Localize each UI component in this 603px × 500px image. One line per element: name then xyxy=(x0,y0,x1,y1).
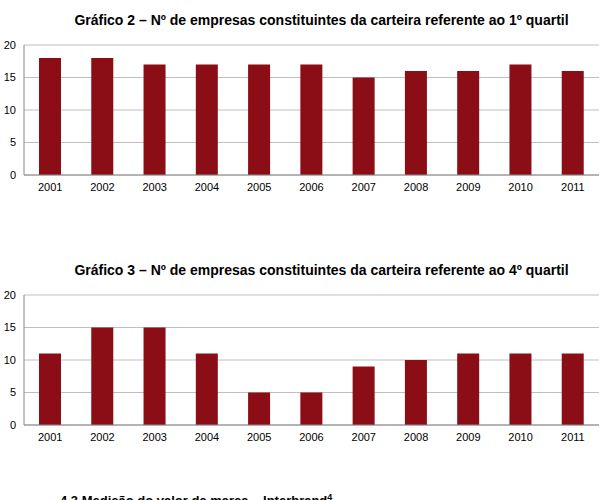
svg-text:2008: 2008 xyxy=(404,431,428,443)
svg-text:10: 10 xyxy=(8,104,16,116)
svg-text:0: 0 xyxy=(10,169,16,181)
svg-text:2006: 2006 xyxy=(299,431,323,443)
svg-text:5: 5 xyxy=(10,386,16,398)
svg-text:2004: 2004 xyxy=(195,181,219,193)
svg-text:2001: 2001 xyxy=(38,431,62,443)
svg-text:2011: 2011 xyxy=(561,431,585,443)
svg-text:2010: 2010 xyxy=(508,431,532,443)
svg-text:2008: 2008 xyxy=(404,181,428,193)
svg-text:2003: 2003 xyxy=(142,431,166,443)
svg-text:2009: 2009 xyxy=(456,431,480,443)
svg-text:10: 10 xyxy=(8,354,16,366)
svg-text:20: 20 xyxy=(8,39,16,51)
svg-text:2010: 2010 xyxy=(508,181,532,193)
svg-text:2011: 2011 xyxy=(561,181,585,193)
svg-text:2005: 2005 xyxy=(247,431,271,443)
svg-text:15: 15 xyxy=(8,321,16,333)
svg-text:15: 15 xyxy=(8,71,16,83)
svg-text:5: 5 xyxy=(10,136,16,148)
svg-text:2009: 2009 xyxy=(456,181,480,193)
svg-text:0: 0 xyxy=(10,419,16,431)
svg-text:2002: 2002 xyxy=(90,181,114,193)
html-text:Gráfico 3 – Nº de empresas con: Gráfico 3 – Nº de empresas constituintes… xyxy=(74,262,569,278)
html-text:Gráfico 2 – Nº de empresas con: Gráfico 2 – Nº de empresas constituintes… xyxy=(74,12,569,28)
svg-text:2003: 2003 xyxy=(142,181,166,193)
svg-text:2002: 2002 xyxy=(90,431,114,443)
svg-text:2004: 2004 xyxy=(195,431,219,443)
svg-text:2005: 2005 xyxy=(247,181,271,193)
svg-text:2007: 2007 xyxy=(352,431,376,443)
svg-text:2007: 2007 xyxy=(352,181,376,193)
svg-text:20: 20 xyxy=(8,289,16,301)
svg-text:2006: 2006 xyxy=(299,181,323,193)
svg-text:2001: 2001 xyxy=(38,181,62,193)
